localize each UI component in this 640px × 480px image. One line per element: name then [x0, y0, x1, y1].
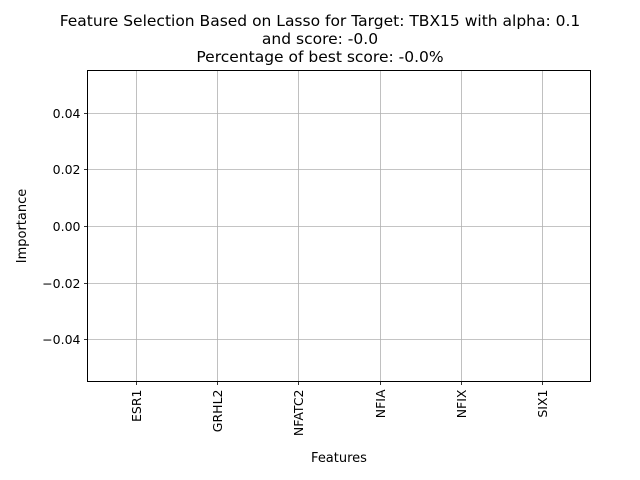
y-tick-label: 0.02 [53, 162, 81, 177]
chart-title-line-1: Feature Selection Based on Lasso for Tar… [59, 12, 581, 30]
y-tick-label: −0.04 [42, 332, 80, 347]
x-axis-label: Features [311, 451, 367, 466]
tick-layer: −0.04 −0.02 0.00 0.02 0.04 ESR1 GRHL2 NFATC2 NFI… [42, 106, 550, 436]
chart-title-line-3: Percentage of best score: -0.0% [196, 48, 444, 66]
y-tick-label: 0.04 [53, 106, 81, 121]
plot-area-frame [87, 70, 591, 382]
x-tick-label: GRHL2 [210, 390, 225, 433]
grid-layer [87, 70, 591, 382]
x-tick-label: NFIA [373, 389, 388, 418]
chart-title-line-2: and score: -0.0 [261, 30, 379, 48]
y-axis-label: Importance [15, 189, 30, 264]
y-tick-label: 0.00 [53, 219, 81, 234]
x-tick-label: ESR1 [129, 390, 144, 422]
x-tick-label: NFIX [454, 389, 469, 418]
x-tick-label: SIX1 [535, 390, 550, 418]
x-tick-label: NFATC2 [291, 390, 306, 437]
y-tick-label: −0.02 [42, 276, 80, 291]
